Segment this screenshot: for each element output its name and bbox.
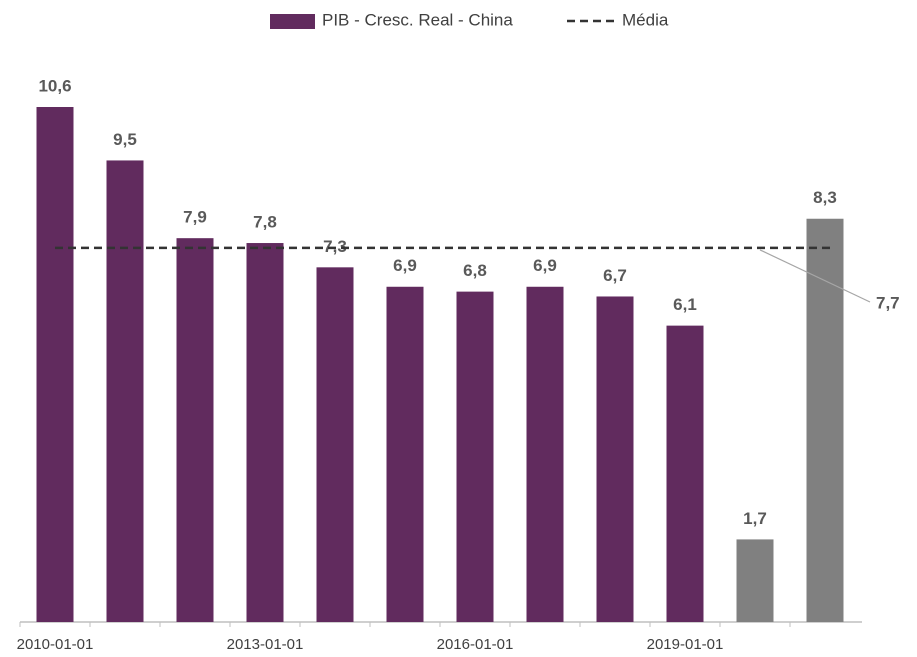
data-label: 7,8 [253,213,277,232]
bar [596,296,634,622]
data-label: 1,7 [743,509,767,528]
bar [666,325,704,622]
data-label: 6,1 [673,295,697,314]
x-tick-label: 2013-01-01 [227,636,304,653]
data-label: 7,3 [323,237,347,256]
bar [106,160,144,622]
data-label: 6,9 [393,256,417,275]
x-tick-label: 2016-01-01 [437,636,514,653]
bar [456,291,494,622]
legend-label: PIB - Cresc. Real - China [322,10,513,29]
mean-label: 7,7 [876,293,900,312]
bar [316,267,354,622]
bar [736,539,774,622]
legend-swatch [270,14,315,29]
x-tick-label: 2010-01-01 [17,636,94,653]
data-label: 10,6 [38,76,71,95]
leader-line [759,249,871,303]
bar [176,238,214,622]
data-label: 8,3 [813,188,837,207]
data-label: 9,5 [113,130,137,149]
bar [526,286,564,622]
bar [36,107,74,622]
x-tick-label: 2019-01-01 [647,636,724,653]
data-label: 7,9 [183,208,207,227]
data-label: 6,9 [533,256,557,275]
data-label: 6,7 [603,266,627,285]
bar [246,243,284,623]
bar [386,286,424,622]
legend-label: Média [622,10,669,29]
data-label: 6,8 [463,261,487,280]
bar [806,218,844,622]
